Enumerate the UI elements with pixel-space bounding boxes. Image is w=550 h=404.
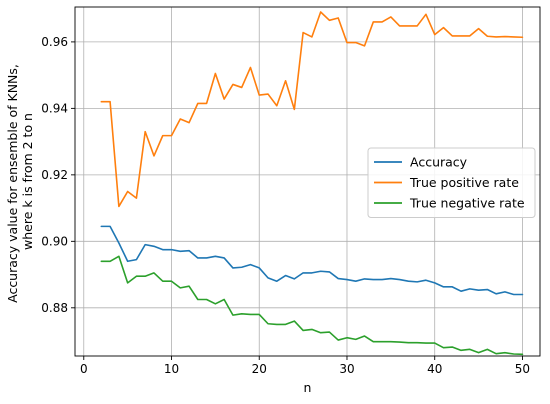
x-tick-label: 50 — [515, 362, 530, 376]
legend-items: Accuracy True positive rate True negative … — [374, 155, 525, 211]
x-tick-label: 30 — [339, 362, 354, 376]
y-tick-label: 0.96 — [41, 35, 68, 49]
y-tick-label: 0.92 — [41, 168, 68, 182]
plot-frame — [74, 6, 541, 357]
tick-layer: 0 10 20 30 40 50 0.88 0.90 0.92 0.94 0.96 — [41, 35, 530, 376]
x-tick-label: 40 — [427, 362, 442, 376]
x-axis-label: n — [304, 380, 312, 395]
legend-box — [367, 147, 536, 218]
legend-label-2: True positive rate — [409, 175, 519, 190]
series-line-3 — [100, 255, 524, 356]
series-line-2 — [100, 11, 524, 208]
x-tick-label: 10 — [164, 362, 179, 376]
x-tick-label: 20 — [252, 362, 267, 376]
y-axis-label: Accuracy value for ensemble of KNNs, whe… — [5, 60, 35, 303]
x-tick-label: 0 — [80, 362, 88, 376]
legend: Accuracy True positive rate True negative … — [367, 147, 536, 218]
legend-label-1: Accuracy — [410, 155, 468, 170]
y-tick-label: 0.94 — [41, 101, 68, 115]
series-line-1 — [100, 225, 524, 296]
y-axis-label-line-2: where k is from 2 to n — [20, 113, 35, 250]
y-tick-label: 0.88 — [41, 301, 68, 315]
legend-label-3: True negative rate — [409, 196, 525, 211]
y-axis-label-line-1: Accuracy value for ensemble of KNNs, — [5, 64, 20, 303]
series-layer — [100, 11, 524, 356]
y-tick-label: 0.90 — [41, 234, 68, 248]
